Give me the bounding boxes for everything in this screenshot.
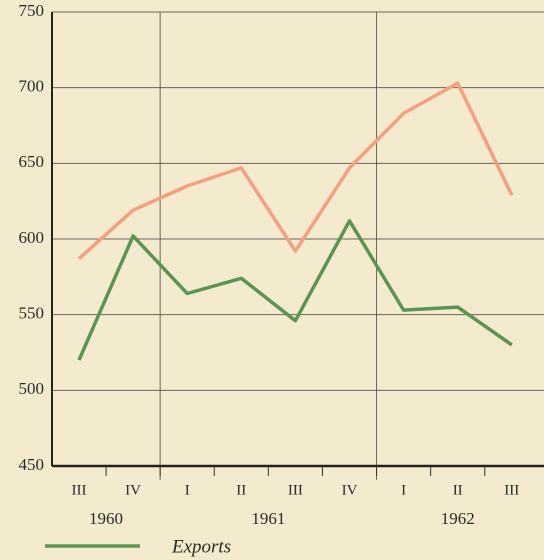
y-tick-label: 500: [19, 379, 45, 398]
y-tick-label: 650: [19, 152, 45, 171]
y-tick-label: 700: [19, 77, 45, 96]
y-tick-label: 600: [19, 228, 45, 247]
y-tick-label: 450: [19, 455, 45, 474]
x-tick-label: II: [453, 482, 463, 498]
x-tick-label: IV: [342, 482, 358, 498]
x-tick-label: I: [401, 482, 406, 498]
year-label: 1962: [441, 509, 475, 528]
x-tick-label: II: [236, 482, 246, 498]
x-tick-label: III: [288, 482, 303, 498]
legend-label: Exports: [171, 536, 231, 557]
data-line: [77, 219, 513, 361]
year-label: 1961: [251, 509, 285, 528]
year-label: 1960: [89, 509, 123, 528]
data-line: [77, 81, 514, 261]
x-tick-label: III: [504, 482, 519, 498]
x-tick-label: III: [72, 482, 87, 498]
y-tick-label: 750: [19, 1, 45, 20]
y-tick-label: 550: [19, 304, 45, 323]
x-tick-label: I: [185, 482, 190, 498]
x-tick-label: IV: [125, 482, 141, 498]
